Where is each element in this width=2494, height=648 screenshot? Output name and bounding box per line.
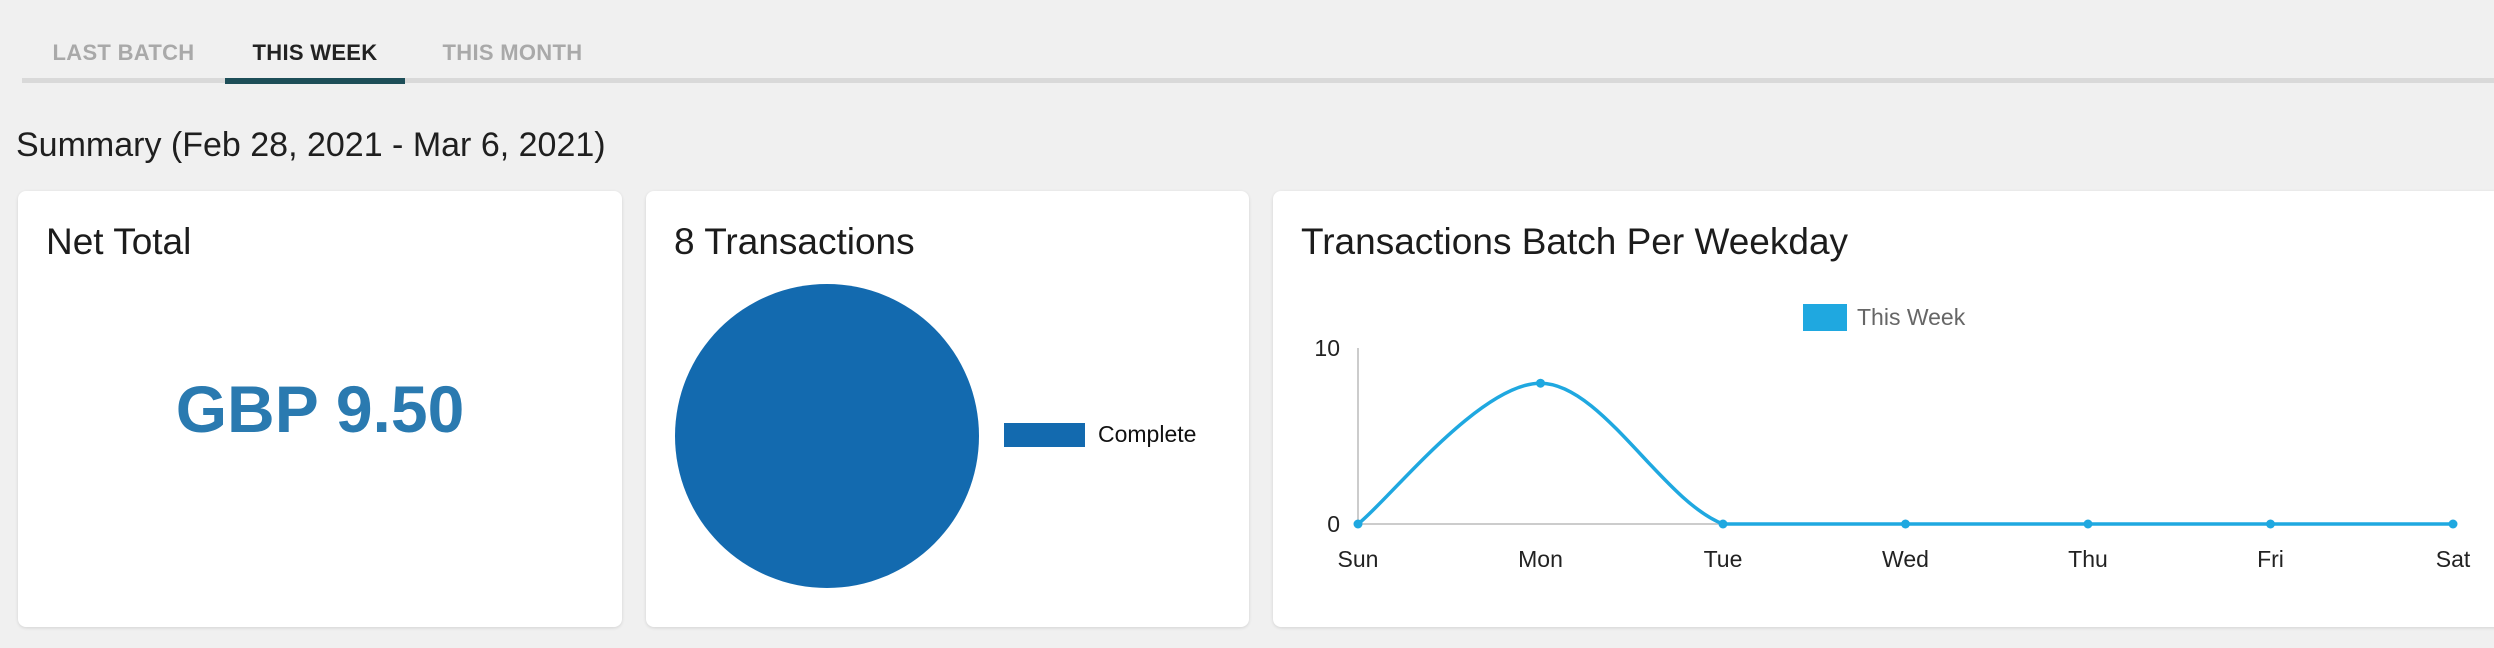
pie-slice-complete <box>675 284 979 588</box>
x-tick-label-thu: Thu <box>2068 546 2108 572</box>
transactions-pie-chart: Complete <box>675 284 1196 588</box>
net-total-card: Net Total GBP 9.50 <box>18 191 622 627</box>
active-tab-indicator <box>225 78 405 84</box>
transactions-title: 8 Transactions <box>674 221 915 262</box>
tab-track <box>22 78 2494 83</box>
y-tick-label-10: 10 <box>1314 335 1340 361</box>
series-line-this-week <box>1356 381 2453 526</box>
data-point-wed <box>1901 519 1910 529</box>
tab-this-month[interactable]: THIS MONTH <box>442 40 583 65</box>
legend-label-this-week: This Week <box>1857 304 1966 330</box>
tab-bar: LAST BATCH THIS WEEK THIS MONTH <box>22 0 2494 86</box>
x-tick-label-mon: Mon <box>1518 546 1563 572</box>
legend-swatch-complete <box>1004 423 1085 447</box>
legend-label-complete: Complete <box>1098 421 1196 447</box>
transactions-card: 8 Transactions Complete <box>646 191 1249 627</box>
net-total-value: GBP 9.50 <box>175 372 465 446</box>
weekday-title: Transactions Batch Per Weekday <box>1301 221 1849 262</box>
x-tick-label-wed: Wed <box>1882 546 1929 572</box>
x-tick-label-sun: Sun <box>1338 546 1379 572</box>
net-total-title: Net Total <box>46 221 192 262</box>
summary-heading: Summary (Feb 28, 2021 - Mar 6, 2021) <box>16 126 606 164</box>
tab-last-batch[interactable]: LAST BATCH <box>52 40 195 65</box>
data-point-sat <box>2448 519 2458 529</box>
weekday-card: Transactions Batch Per Weekday 0 10 Sun Mon… <box>1273 191 2494 627</box>
x-tick-label-tue: Tue <box>1704 546 1743 572</box>
x-tick-label-fri: Fri <box>2257 546 2284 572</box>
data-point-mon <box>1536 378 1545 388</box>
data-point-fri <box>2266 519 2275 529</box>
weekday-line-chart: 0 10 Sun Mon Tue Wed Thu Fri Sat This Week <box>1314 304 2471 572</box>
x-tick-label-sat: Sat <box>2436 546 2471 572</box>
data-point-tue <box>1718 519 1728 529</box>
y-tick-label-0: 0 <box>1327 511 1340 537</box>
data-point-thu <box>2083 519 2093 529</box>
data-point-sun <box>1353 519 1363 529</box>
tab-this-week[interactable]: THIS WEEK <box>252 40 378 65</box>
legend-swatch-this-week <box>1803 304 1847 331</box>
